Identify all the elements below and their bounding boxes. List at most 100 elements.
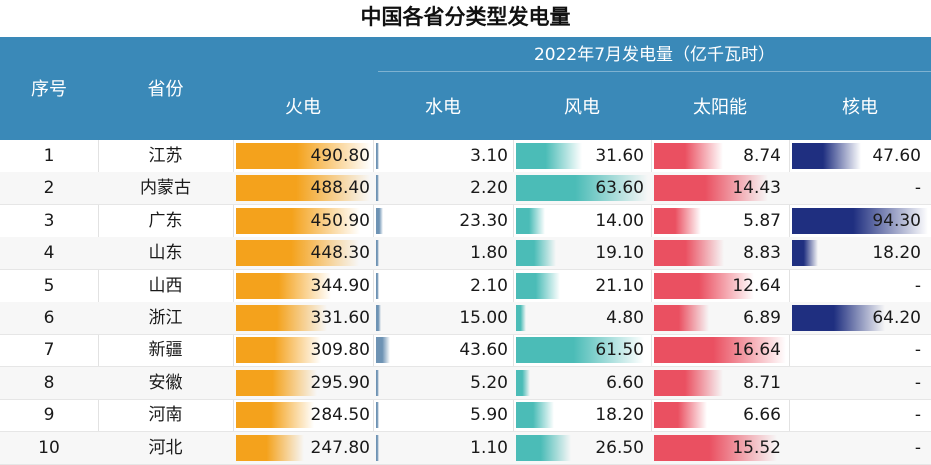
row-province: 河北: [148, 437, 183, 458]
wind-value: 31.60: [595, 146, 644, 166]
solar-bar: [654, 207, 701, 234]
wind-bar: [516, 272, 560, 299]
thermal-bar: [236, 207, 361, 234]
wind-value: 6.60: [606, 372, 644, 393]
hydro-bar: [376, 240, 379, 267]
row-index: 2: [43, 178, 55, 199]
nuclear-value: -: [914, 405, 921, 426]
thermal-value: 448.30: [310, 243, 370, 264]
header-hydro: 水电: [425, 97, 461, 118]
hydro-value: 2.10: [470, 275, 508, 296]
row-province: 江苏: [148, 146, 183, 166]
thermal-bar: [236, 305, 328, 331]
table-row: 8 安徽 295.90 5.20 6.60 8.71 -: [0, 366, 931, 400]
table-row: 4 山东 448.30 1.80 19.10 8.83 18.20: [0, 237, 931, 271]
header-nuclear: 核电: [842, 97, 878, 118]
row-province: 山西: [148, 275, 183, 296]
solar-bar: [654, 143, 724, 169]
row-province: 内蒙古: [140, 178, 191, 199]
thermal-bar: [236, 272, 331, 299]
nuclear-bar: [792, 305, 885, 331]
nuclear-value: -: [914, 178, 921, 199]
solar-bar: [654, 175, 769, 202]
wind-value: 4.80: [606, 308, 644, 328]
thermal-bar: [236, 337, 322, 364]
row-province: 山东: [148, 243, 183, 264]
hydro-bar: [376, 207, 384, 234]
wind-bar: [516, 402, 554, 429]
thermal-bar: [236, 175, 371, 202]
solar-value: 5.87: [743, 210, 781, 231]
nuclear-value: -: [914, 437, 921, 458]
hydro-value: 1.10: [470, 437, 508, 458]
header-province: 省份: [147, 79, 184, 100]
row-index: 4: [43, 243, 55, 264]
solar-bar: [654, 402, 707, 429]
table-row: 6 浙江 331.60 15.00 4.80 6.89 64.20: [0, 302, 931, 335]
row-province: 河南: [148, 405, 183, 426]
solar-bar: [654, 272, 755, 299]
hydro-value: 23.30: [459, 210, 508, 231]
header-group-label: 2022年7月发电量（亿千瓦时）: [378, 39, 931, 72]
hydro-bar: [376, 337, 390, 364]
table-row: 2 内蒙古 488.40 2.20 63.60 14.43 -: [0, 172, 931, 206]
wind-value: 26.50: [595, 437, 644, 458]
thermal-bar: [236, 402, 315, 429]
nuclear-value: 18.20: [872, 243, 921, 264]
hydro-bar: [376, 175, 379, 202]
solar-bar: [654, 337, 786, 364]
wind-bar: [516, 305, 526, 331]
solar-bar: [654, 434, 778, 461]
thermal-bar: [236, 240, 360, 267]
hydro-bar: [376, 143, 379, 169]
solar-bar: [654, 369, 724, 396]
thermal-value: 344.90: [310, 275, 370, 296]
hydro-bar: [376, 305, 381, 331]
row-index: 8: [43, 372, 55, 393]
nuclear-value: -: [914, 372, 921, 393]
nuclear-value: 94.30: [872, 210, 921, 231]
solar-value: 6.66: [743, 405, 781, 426]
row-province: 新疆: [148, 340, 183, 361]
solar-value: 8.83: [743, 243, 781, 264]
solar-value: 12.64: [732, 275, 781, 296]
solar-bar: [654, 240, 725, 267]
table-row: 7 新疆 309.80 43.60 61.50 16.64 -: [0, 334, 931, 368]
row-province: 广东: [148, 210, 183, 231]
wind-bar: [516, 240, 556, 267]
wind-bar: [516, 143, 582, 169]
wind-value: 61.50: [595, 340, 644, 361]
nuclear-value: 64.20: [872, 308, 921, 328]
wind-value: 14.00: [595, 210, 644, 231]
table-header: 序号 省份 2022年7月发电量（亿千瓦时） 火电 水电 风电 太阳能 核电: [0, 37, 931, 140]
solar-bar: [654, 305, 709, 331]
hydro-value: 1.80: [470, 243, 508, 264]
hydro-bar: [376, 434, 379, 461]
thermal-bar: [236, 434, 305, 461]
thermal-value: 309.80: [310, 340, 370, 361]
nuclear-bar: [792, 143, 861, 169]
wind-value: 21.10: [595, 275, 644, 296]
solar-value: 16.64: [732, 340, 781, 361]
nuclear-value: -: [914, 275, 921, 296]
wind-value: 63.60: [595, 178, 644, 199]
hydro-value: 15.00: [459, 308, 508, 328]
thermal-value: 331.60: [310, 308, 370, 328]
thermal-value: 295.90: [310, 372, 370, 393]
table-row: 9 河南 284.50 5.90 18.20 6.66 -: [0, 399, 931, 433]
solar-value: 8.71: [743, 372, 781, 393]
row-province: 浙江: [148, 308, 183, 328]
data-table: 1 江苏 490.80 3.10 31.60 8.74 47.60 2 内蒙古 488.40 2.2…: [0, 140, 931, 465]
row-index: 1: [43, 146, 55, 166]
table-row: 1 江苏 490.80 3.10 31.60 8.74 47.60: [0, 140, 931, 173]
row-index: 9: [43, 405, 55, 426]
row-index: 3: [43, 210, 55, 231]
thermal-value: 247.80: [310, 437, 370, 458]
wind-value: 19.10: [595, 243, 644, 264]
solar-value: 6.89: [743, 308, 781, 328]
row-province: 安徽: [148, 372, 183, 393]
wind-bar: [516, 434, 571, 461]
nuclear-value: -: [914, 340, 921, 361]
wind-bar: [516, 175, 648, 202]
solar-value: 15.52: [732, 437, 781, 458]
